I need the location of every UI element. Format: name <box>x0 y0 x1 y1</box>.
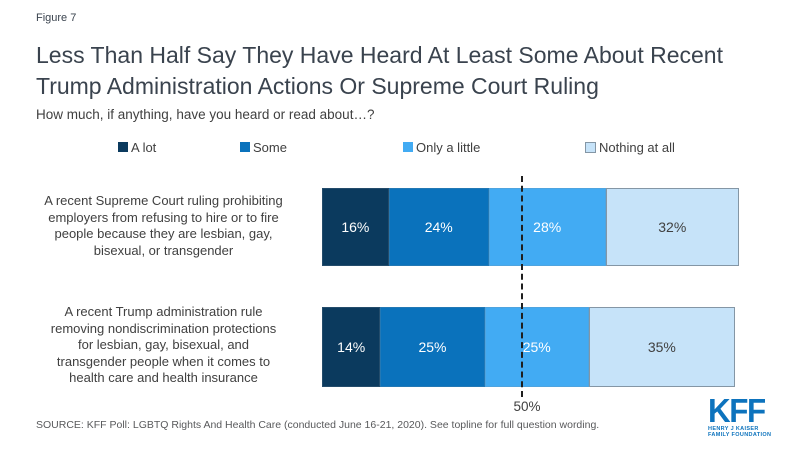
bar-segment-some: 24% <box>388 188 489 266</box>
legend-item-only-a-little: Only a little <box>403 139 480 155</box>
legend-label: Nothing at all <box>599 139 675 155</box>
legend-item-nothing-at-all: Nothing at all <box>585 139 675 155</box>
reference-line-50-percent <box>521 176 523 397</box>
legend-label: Only a little <box>416 139 481 155</box>
kff-logo-subtext-2: FAMILY FOUNDATION <box>708 432 772 438</box>
legend-swatch-nothing-at-all <box>585 141 596 153</box>
kff-logo-subtext-1: HENRY J KAISER <box>708 426 759 432</box>
category-label-trump-rule: A recent Trump administration rule remov… <box>50 304 277 385</box>
kff-logo-text: KFF <box>708 392 766 429</box>
bar-segment-nothing-at-all: 32% <box>605 188 739 266</box>
category-label-supreme-court: A recent Supreme Court ruling prohibitin… <box>44 193 283 258</box>
bar-value-label: 35% <box>647 339 676 355</box>
kff-logo: KFF HENRY J KAISER FAMILY FOUNDATION <box>708 392 788 438</box>
bar-value-label: 14% <box>337 339 366 355</box>
reference-line-label: 50% <box>513 399 541 414</box>
page-title: Less Than Half Say They Have Heard At Le… <box>36 42 723 99</box>
legend-item-some: Some <box>240 139 287 155</box>
bar-value-label: 24% <box>424 219 453 235</box>
legend-swatch-only-a-little <box>403 142 413 152</box>
legend-item-a-lot: A lot <box>118 139 156 155</box>
bar-value-label: 25% <box>418 339 447 355</box>
legend-swatch-a-lot <box>118 142 128 152</box>
bar-segment-a-lot: 14% <box>322 307 381 387</box>
stacked-bar-trump-rule: 14% 25% 25% 35% <box>322 307 739 387</box>
bar-segment-some: 25% <box>380 307 485 387</box>
bar-value-label: 32% <box>658 219 687 235</box>
legend-label: Some <box>253 139 287 155</box>
chart-subtitle: How much, if anything, have you heard or… <box>36 107 375 122</box>
source-note: SOURCE: KFF Poll: LGBTQ Rights And Healt… <box>36 419 600 431</box>
figure-number: Figure 7 <box>36 12 77 24</box>
legend-swatch-some <box>240 142 250 152</box>
bar-segment-nothing-at-all: 35% <box>588 307 735 387</box>
bar-value-label: 28% <box>533 219 562 235</box>
bar-segment-only-a-little: 25% <box>484 307 589 387</box>
bar-value-label: 16% <box>341 219 370 235</box>
bar-segment-a-lot: 16% <box>322 188 389 266</box>
bar-value-label: 25% <box>522 339 551 355</box>
legend-label: A lot <box>131 139 157 155</box>
stacked-bar-supreme-court: 16% 24% 28% 32% <box>322 188 739 266</box>
bar-segment-only-a-little: 28% <box>488 188 606 266</box>
